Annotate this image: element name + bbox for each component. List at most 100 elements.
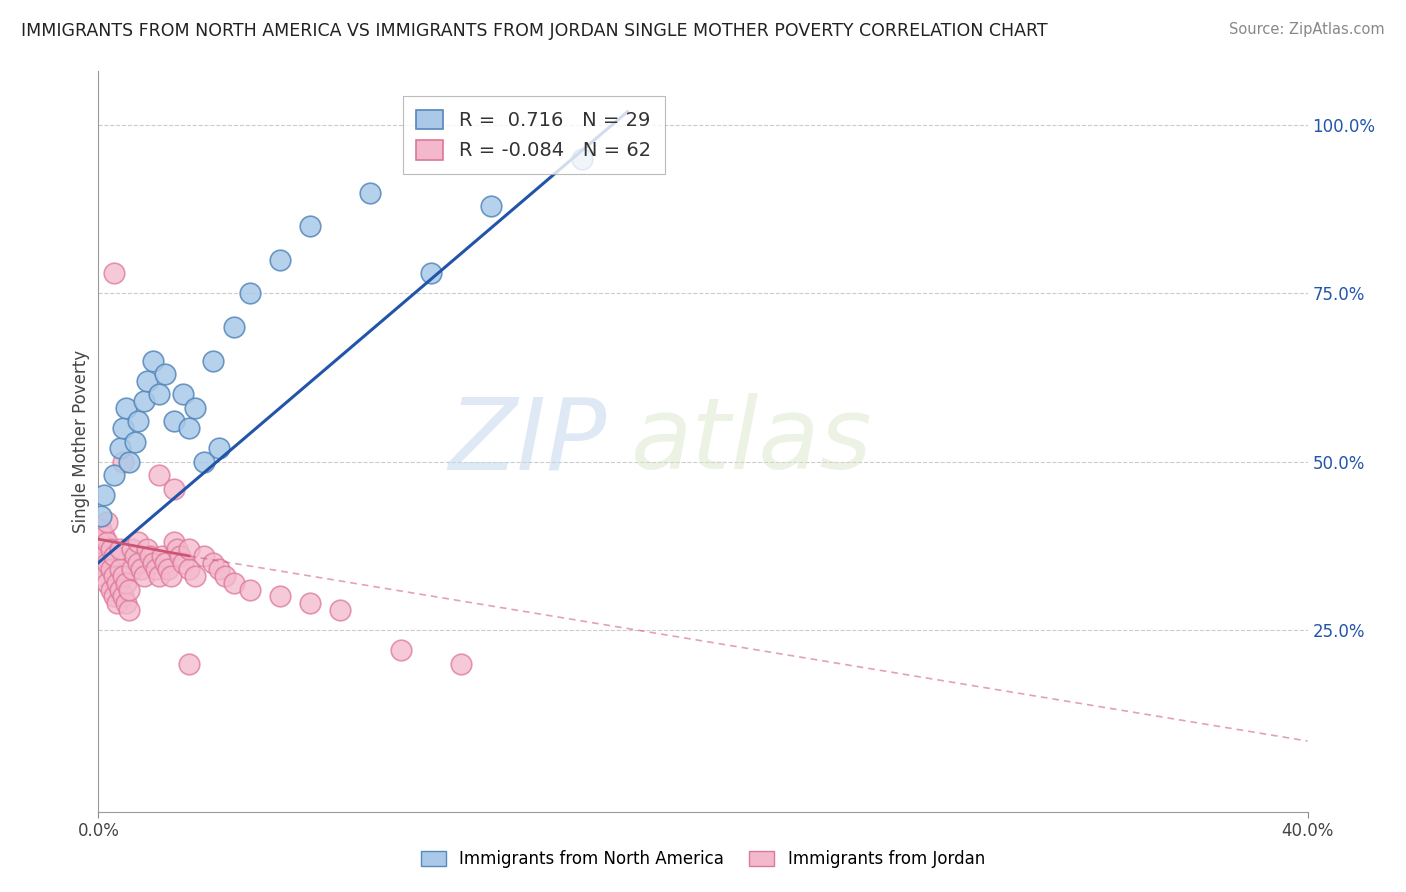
Point [108,562,131,576]
Point [90,508,112,523]
Point [93,569,115,583]
Point [142,353,165,368]
Point [156,562,179,576]
Point [93,529,115,543]
Point [118,455,141,469]
Point [148,569,170,583]
Point [100,582,122,597]
Point [160,569,183,583]
Point [96,516,118,530]
Text: IMMIGRANTS FROM NORTH AMERICA VS IMMIGRANTS FROM JORDAN SINGLE MOTHER POVERTY CO: IMMIGRANTS FROM NORTH AMERICA VS IMMIGRA… [21,22,1047,40]
Point [299,219,322,234]
Point [166,542,188,557]
Text: Source: ZipAtlas.com: Source: ZipAtlas.com [1229,22,1385,37]
Point [114,575,136,590]
Point [111,421,134,435]
Legend: R =  0.716   N = 29, R = -0.084   N = 62: R = 0.716 N = 29, R = -0.084 N = 62 [402,95,665,174]
Point [127,535,149,549]
Point [169,549,191,563]
Point [184,401,207,415]
Point [481,199,503,213]
Point [389,643,412,657]
Text: ZIP: ZIP [449,393,606,490]
Point [105,575,128,590]
Point [163,535,186,549]
Point [148,387,170,401]
Point [90,535,112,549]
Point [202,556,225,570]
Point [108,442,131,456]
Point [360,186,382,200]
Point [103,468,125,483]
Point [172,556,194,570]
Point [118,582,141,597]
Point [571,152,593,166]
Point [193,455,215,469]
Point [93,549,115,563]
Point [127,414,149,428]
Point [108,542,131,557]
Point [150,549,173,563]
Point [179,542,201,557]
Point [111,455,134,469]
Point [121,562,143,576]
Point [179,421,201,435]
Point [224,575,246,590]
Point [132,569,155,583]
Point [139,549,162,563]
Point [93,488,115,502]
Point [135,542,157,557]
Point [184,569,207,583]
Point [103,266,125,280]
Point [124,549,146,563]
Point [114,401,136,415]
Legend: Immigrants from North America, Immigrants from Jordan: Immigrants from North America, Immigrant… [415,844,991,875]
Point [214,569,236,583]
Point [127,556,149,570]
Point [89,542,111,557]
Point [420,266,443,280]
Point [103,549,125,563]
Point [193,549,215,563]
Point [108,582,131,597]
Point [145,562,167,576]
Point [239,582,262,597]
Point [124,434,146,449]
Point [96,535,118,549]
Point [179,562,201,576]
Point [103,590,125,604]
Point [118,603,141,617]
Point [153,368,176,382]
Point [153,556,176,570]
Point [224,320,246,334]
Point [111,590,134,604]
Point [269,252,291,267]
Point [90,556,112,570]
Point [129,562,152,576]
Point [179,657,201,671]
Point [148,468,170,483]
Point [269,590,291,604]
Point [100,562,122,576]
Point [202,353,225,368]
Point [90,522,112,536]
Point [299,596,322,610]
Y-axis label: Single Mother Poverty: Single Mother Poverty [72,350,90,533]
Point [114,596,136,610]
Point [121,542,143,557]
Point [450,657,472,671]
Point [135,374,157,388]
Point [142,556,165,570]
Text: atlas: atlas [630,393,872,490]
Point [239,286,262,301]
Point [103,569,125,583]
Point [208,442,231,456]
Point [172,387,194,401]
Point [105,596,128,610]
Point [96,556,118,570]
Point [96,575,118,590]
Point [329,603,352,617]
Point [132,394,155,409]
Point [208,562,231,576]
Point [100,542,122,557]
